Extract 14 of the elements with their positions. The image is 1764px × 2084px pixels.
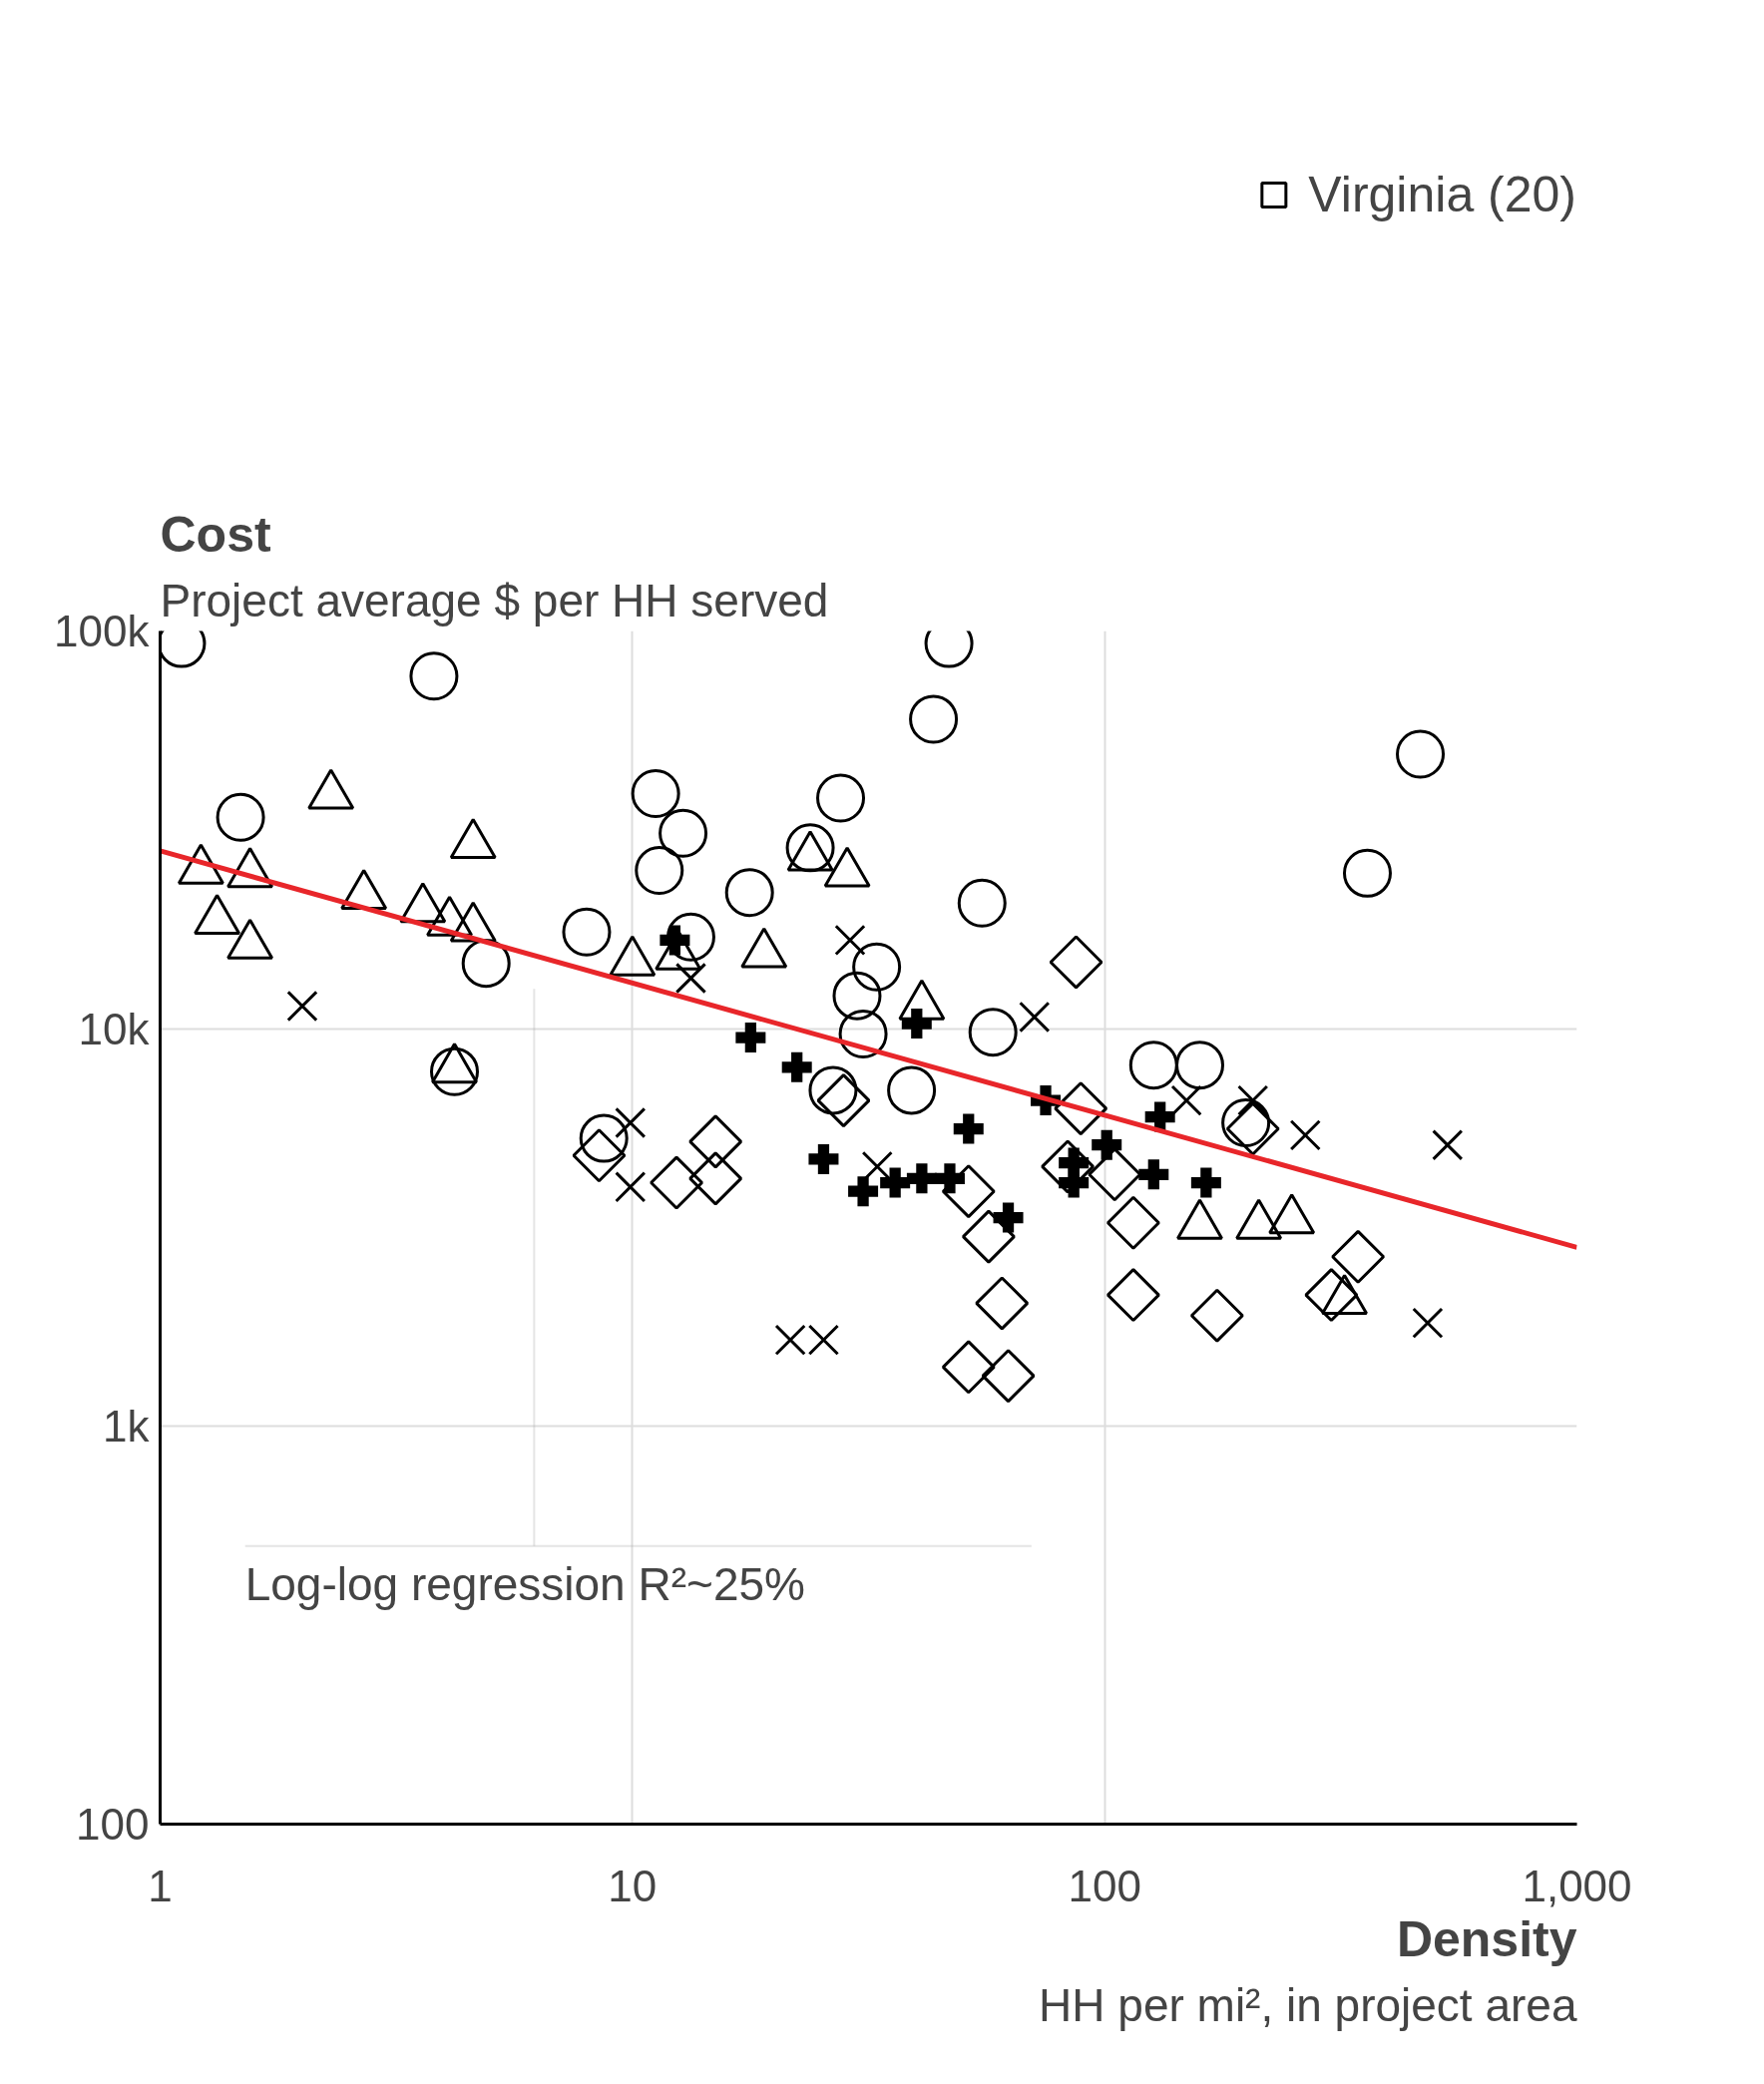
- legend-label: Virginia (20): [1308, 166, 1576, 223]
- x-tick-label: 1,000: [1522, 1861, 1632, 1910]
- y-tick-label: 100: [76, 1800, 150, 1849]
- y-tick-label: 100k: [54, 607, 151, 655]
- y-tick-label: 1k: [103, 1402, 151, 1452]
- annotation: Log-log regression R²~25%: [244, 1557, 805, 1610]
- x-axis-title: Density: [1396, 1910, 1577, 1967]
- text: HH per mi², in project area: [1039, 1978, 1577, 2031]
- x-tick-label: 1: [148, 1861, 173, 1910]
- x-tick-label: 10: [608, 1861, 658, 1910]
- y-tick-label: 10k: [78, 1004, 151, 1053]
- chart-subtitle: Project average $ per HH served: [160, 574, 829, 626]
- x-tick-label: 100: [1068, 1861, 1141, 1910]
- chart-title: Cost: [160, 506, 271, 563]
